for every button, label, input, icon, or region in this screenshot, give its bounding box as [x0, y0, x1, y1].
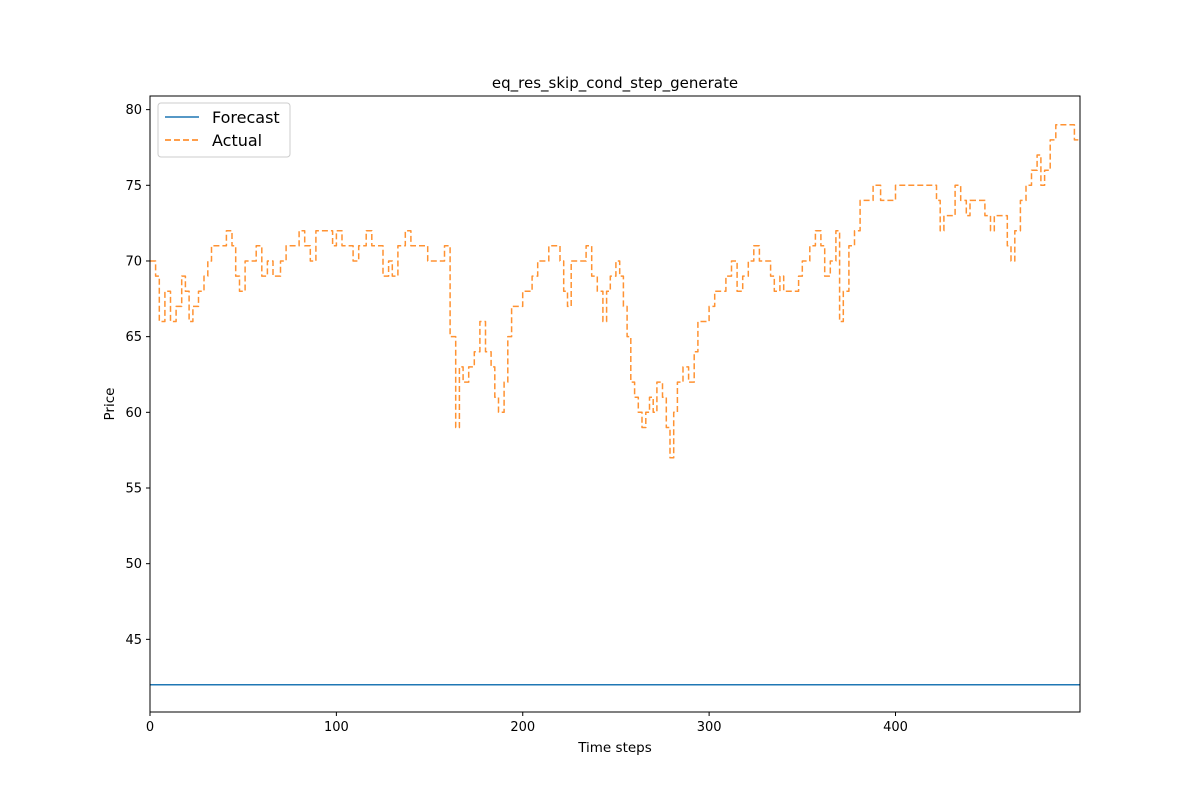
y-tick-label: 65	[125, 330, 142, 345]
y-tick-label: 80	[125, 103, 142, 118]
y-tick-label: 55	[125, 482, 142, 497]
legend-label-forecast: Forecast	[212, 108, 280, 127]
y-tick-label: 75	[125, 179, 142, 194]
y-axis: 45 50 55 60 65 70 75 80	[125, 103, 150, 648]
x-tick-label: 200	[510, 720, 535, 735]
chart-title: eq_res_skip_cond_step_generate	[492, 74, 738, 93]
y-tick-label: 60	[125, 406, 142, 421]
legend-label-actual: Actual	[212, 131, 262, 150]
plot-frame	[149, 95, 1081, 713]
legend: Forecast Actual	[157, 102, 291, 158]
x-tick-label: 300	[697, 720, 722, 735]
x-axis: 0 100 200 300 400	[146, 712, 908, 735]
series-line-actual	[150, 124, 1080, 459]
y-tick-label: 45	[125, 633, 142, 648]
x-tick-label: 0	[146, 720, 154, 735]
y-axis-label: Price	[102, 388, 118, 421]
x-axis-label: Time steps	[577, 740, 652, 756]
plot-area	[150, 124, 1080, 686]
y-tick-label: 50	[125, 557, 142, 572]
x-tick-label: 400	[883, 720, 908, 735]
x-tick-label: 100	[324, 720, 349, 735]
y-tick-label: 70	[125, 254, 142, 269]
